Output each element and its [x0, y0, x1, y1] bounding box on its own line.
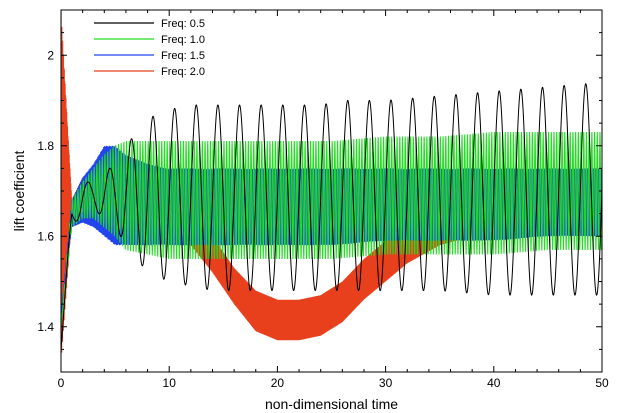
x-tick-label: 50 [595, 376, 609, 390]
x-tick-label: 10 [163, 376, 177, 390]
y-axis-label: lift coefficient [11, 151, 27, 232]
legend-label: Freq: 1.0 [161, 34, 205, 46]
x-tick-label: 40 [487, 376, 501, 390]
y-tick-label: 2 [47, 48, 54, 62]
x-tick-label: 30 [379, 376, 393, 390]
legend: Freq: 0.5 Freq: 1.0 Freq: 1.5 Freq: 2.0 [94, 18, 205, 78]
legend-label: Freq: 1.5 [161, 50, 205, 62]
x-axis-label: non-dimensional time [265, 396, 398, 412]
series-line-1 [61, 83, 602, 350]
y-tick-label: 1.6 [37, 229, 54, 243]
legend-label: Freq: 0.5 [161, 18, 205, 30]
series-layer [61, 12, 602, 353]
y-tick-label: 1.8 [37, 139, 54, 153]
legend-label: Freq: 2.0 [161, 66, 205, 78]
x-tick-label: 0 [58, 376, 65, 390]
tick-layer: 0 10 20 30 40 50 1.4 1.6 1.8 2 [37, 9, 609, 390]
y-tick-label: 1.4 [37, 320, 54, 334]
x-tick-label: 20 [271, 376, 285, 390]
